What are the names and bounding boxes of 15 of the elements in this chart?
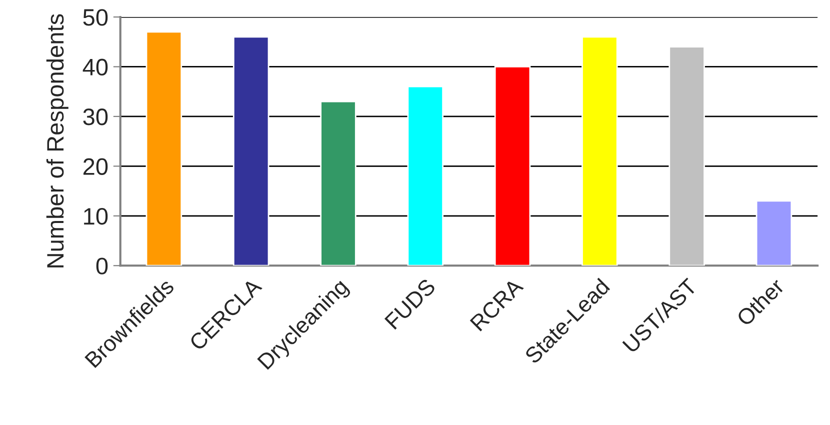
bar: [320, 100, 356, 266]
bar: [582, 36, 618, 266]
bar: [668, 46, 705, 266]
bar: [146, 31, 182, 266]
y-tick-label: 10: [84, 208, 108, 225]
bar: [232, 36, 270, 266]
bar: [756, 200, 792, 266]
y-tick-label: 50: [83, 9, 108, 26]
y-tick-label: 0: [96, 258, 108, 274]
bar: [494, 66, 531, 266]
y-axis-title: Number of Respondents: [46, 14, 68, 268]
y-tick-label: 20: [83, 158, 108, 175]
y-tick-label: 40: [82, 58, 108, 76]
y-tick-label: 30: [83, 108, 108, 126]
bar: [407, 86, 444, 266]
